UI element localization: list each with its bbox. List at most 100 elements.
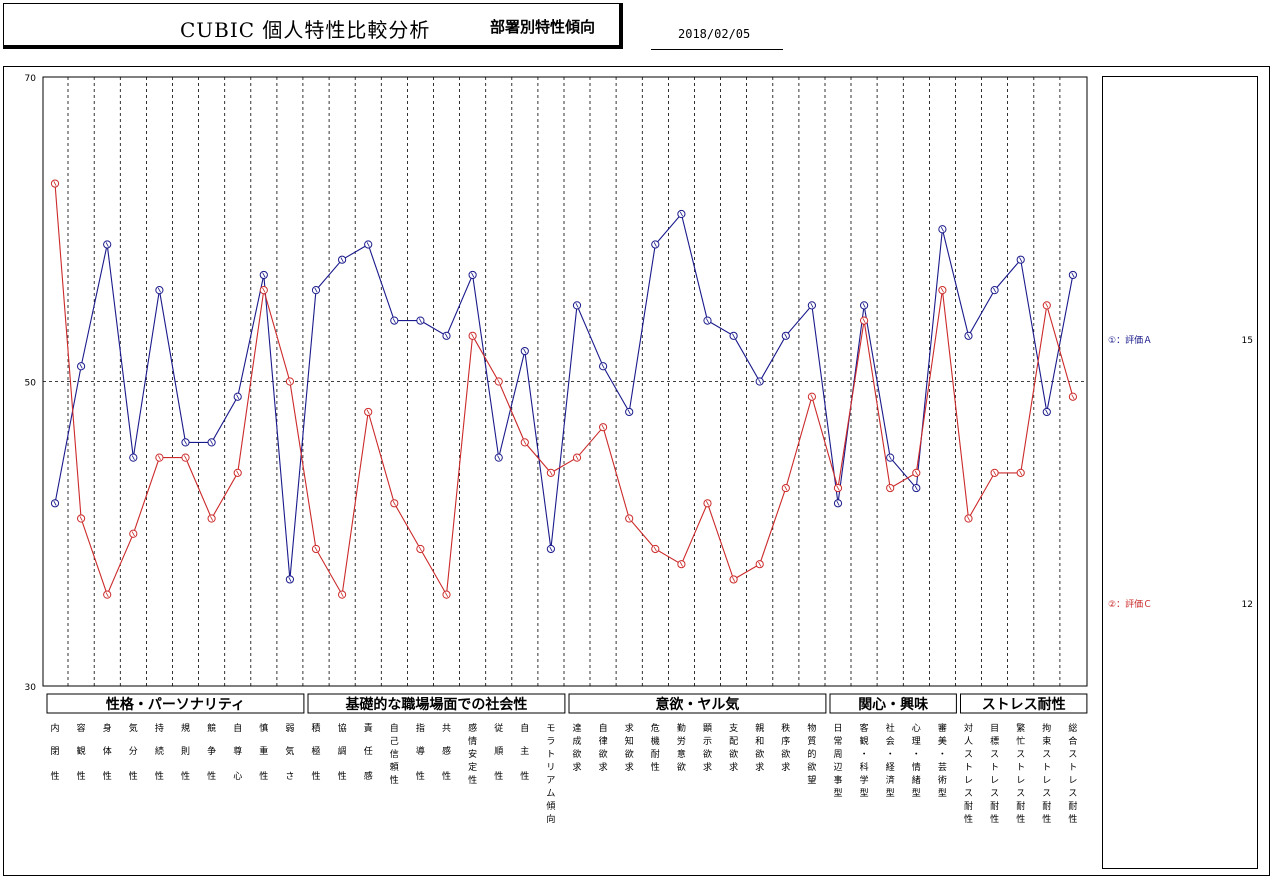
data-point-mark bbox=[784, 333, 788, 339]
data-point-mark bbox=[1019, 470, 1023, 476]
data-point-mark bbox=[523, 348, 527, 354]
data-point-mark bbox=[288, 379, 292, 384]
category-label: 積極性 bbox=[311, 722, 320, 782]
legend-panel bbox=[1102, 76, 1258, 869]
category-label: 勤労意欲 bbox=[677, 722, 686, 773]
category-label: モラトリアム傾向 bbox=[546, 724, 555, 825]
data-point-mark bbox=[836, 500, 840, 506]
data-point-mark bbox=[810, 394, 814, 400]
category-label: 繁忙ストレス耐性 bbox=[1016, 722, 1025, 825]
data-point-mark bbox=[392, 500, 396, 506]
series-line-1 bbox=[54, 212, 1074, 580]
legend-entry-1: ①：評価Ａ bbox=[1108, 334, 1152, 346]
data-point-mark bbox=[444, 592, 449, 598]
data-point-mark bbox=[105, 592, 109, 598]
category-label: 顕示欲求 bbox=[703, 723, 712, 773]
category-label: 自律欲求 bbox=[599, 722, 608, 773]
data-point-mark bbox=[210, 440, 214, 445]
category-label: 身体性 bbox=[103, 722, 112, 782]
data-point-mark bbox=[993, 470, 997, 476]
data-point-mark bbox=[784, 485, 788, 491]
data-point-mark bbox=[418, 318, 422, 323]
data-point-mark bbox=[653, 546, 657, 552]
data-point-mark bbox=[888, 455, 892, 461]
data-point-mark bbox=[105, 242, 109, 247]
data-point-mark bbox=[131, 531, 135, 537]
category-label: 自己信頼性 bbox=[390, 722, 399, 786]
data-point-mark bbox=[183, 455, 188, 461]
data-point-mark bbox=[1071, 272, 1075, 278]
data-point-mark bbox=[940, 287, 944, 293]
data-point-mark bbox=[523, 440, 527, 445]
data-point-mark bbox=[210, 516, 214, 521]
data-point-mark bbox=[966, 333, 971, 339]
data-point-mark bbox=[262, 287, 266, 293]
data-point-mark bbox=[810, 302, 814, 308]
data-point-mark bbox=[627, 516, 631, 521]
data-point-mark bbox=[418, 546, 422, 552]
category-label: 物質的欲望 bbox=[807, 722, 816, 786]
data-point-mark bbox=[705, 500, 710, 506]
page-subtitle: 部署別特性傾向 bbox=[490, 18, 596, 36]
data-point-mark bbox=[993, 287, 997, 293]
data-point-mark bbox=[53, 500, 57, 506]
group-box bbox=[307, 693, 566, 714]
y-tick-label: 70 bbox=[25, 74, 37, 84]
data-point-mark bbox=[314, 546, 318, 552]
category-label: 従順性 bbox=[494, 722, 503, 782]
category-label: 持続性 bbox=[155, 722, 164, 782]
data-point-mark bbox=[471, 333, 475, 339]
data-point-mark bbox=[575, 302, 579, 308]
title-box bbox=[3, 3, 623, 49]
data-point-mark bbox=[157, 455, 161, 461]
data-point-mark bbox=[888, 485, 892, 491]
data-point-mark bbox=[1045, 409, 1049, 415]
data-point-mark bbox=[497, 455, 501, 461]
category-label: 対人ストレス耐性 bbox=[964, 722, 973, 825]
category-label: 秩序欲求 bbox=[781, 723, 790, 773]
data-point-mark bbox=[79, 516, 83, 521]
group-label: ストレス耐性 bbox=[982, 696, 1066, 713]
date-underline bbox=[651, 49, 783, 50]
data-point-mark bbox=[705, 318, 710, 323]
category-label: 親和欲求 bbox=[755, 722, 764, 773]
y-tick-label: 30 bbox=[25, 683, 37, 693]
data-point-mark bbox=[914, 485, 918, 491]
legend-count-2: 12 bbox=[1242, 600, 1253, 610]
category-label: 総合ストレス耐性 bbox=[1068, 722, 1077, 825]
data-point-mark bbox=[758, 561, 762, 567]
category-label: 心理・情緒型 bbox=[912, 723, 921, 799]
data-point-mark bbox=[627, 409, 631, 415]
chart-frame bbox=[3, 66, 1270, 876]
group-label: 性格・パーソナリティ bbox=[106, 696, 245, 713]
data-point-mark bbox=[601, 424, 605, 430]
category-label: 指導性 bbox=[416, 722, 425, 782]
data-point-mark bbox=[366, 242, 370, 247]
data-point-mark bbox=[549, 546, 553, 552]
category-label: 求知欲求 bbox=[625, 722, 634, 773]
data-point-mark bbox=[157, 287, 161, 293]
group-label: 基礎的な職場場面での社会性 bbox=[345, 696, 527, 713]
group-label: 意欲・ヤル気 bbox=[655, 696, 739, 713]
data-point-mark bbox=[732, 333, 736, 339]
data-point-mark bbox=[340, 257, 344, 263]
data-point-mark bbox=[575, 455, 579, 461]
category-label: 容観性 bbox=[77, 722, 86, 782]
data-point-mark bbox=[288, 577, 292, 582]
category-label: 達成欲求 bbox=[572, 722, 581, 773]
report-date: 2018/02/05 bbox=[678, 27, 751, 41]
y-tick-label: 50 bbox=[25, 379, 37, 389]
group-box bbox=[46, 693, 305, 714]
category-label: 気分性 bbox=[129, 722, 138, 782]
data-point-mark bbox=[497, 379, 501, 384]
data-point-mark bbox=[1071, 394, 1075, 400]
data-point-mark bbox=[679, 211, 683, 217]
category-label: 協調性 bbox=[338, 722, 347, 782]
category-label: 客観・科学型 bbox=[860, 722, 869, 799]
data-point-mark bbox=[758, 379, 762, 384]
category-label: 審美・芸術型 bbox=[938, 722, 947, 799]
data-point-mark bbox=[914, 470, 918, 476]
data-point-mark bbox=[940, 226, 944, 232]
data-point-mark bbox=[340, 592, 344, 598]
